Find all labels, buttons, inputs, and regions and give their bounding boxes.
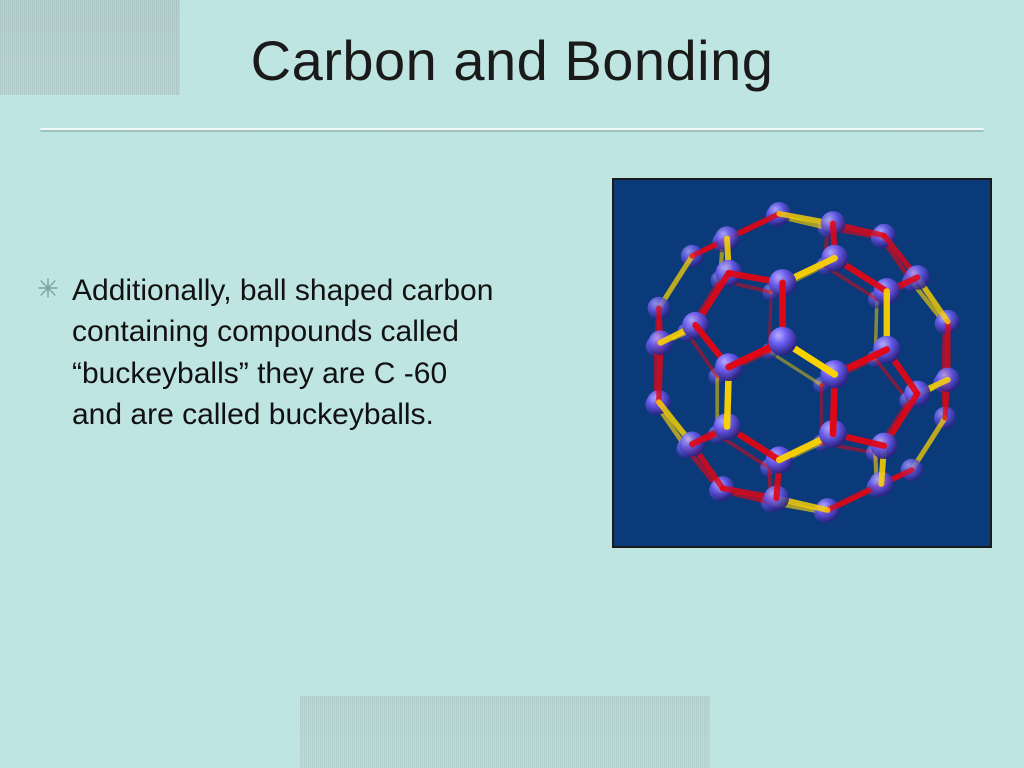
bullet-star-icon	[38, 278, 58, 298]
slide-body-text: Additionally, ball shaped carbon contain…	[72, 270, 502, 436]
title-divider	[40, 128, 984, 132]
decorative-texture-bottom	[300, 696, 710, 768]
slide-title: Carbon and Bonding	[0, 28, 1024, 93]
buckyball-figure	[612, 178, 992, 548]
